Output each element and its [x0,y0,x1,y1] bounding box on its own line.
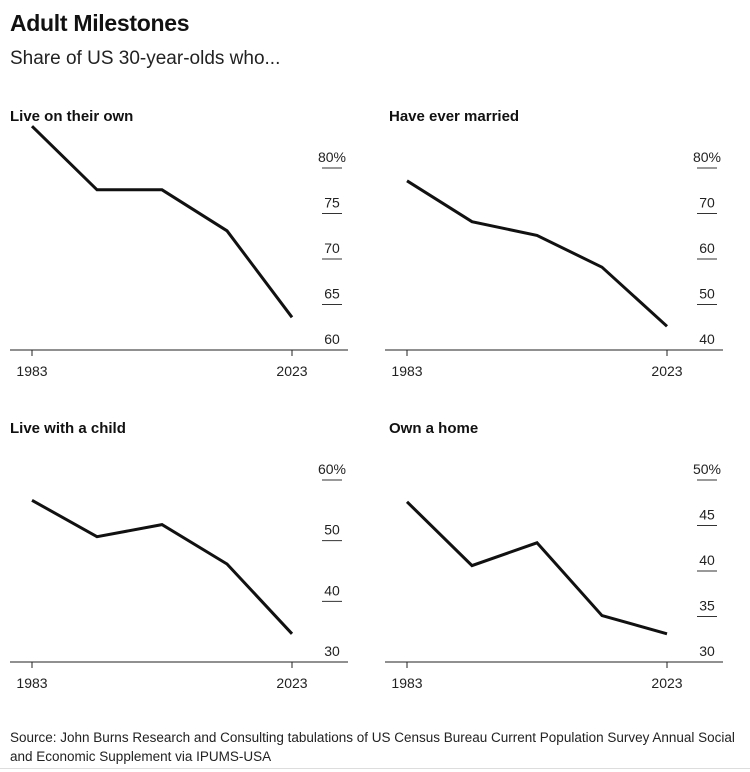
y-tick-label: 45 [699,507,715,523]
y-tick-label: 60 [699,240,715,256]
y-tick-label: 80% [318,149,346,165]
series-line [406,179,669,328]
x-tick-label: 2023 [276,675,307,691]
series-line [405,500,668,636]
line-chart-ever-married: 40 50 60 70 80% 1983 2023 [385,149,723,379]
x-tick-label: 2023 [651,363,682,379]
line-chart-own-home: 30 35 40 45 50% 1983 2023 [385,461,723,691]
y-tick-label: 35 [699,598,715,614]
x-tick-label: 1983 [391,675,422,691]
y-tick-label: 50% [693,461,721,477]
y-tick-label: 40 [699,331,715,347]
series-line [31,498,294,635]
x-tick-label: 1983 [16,363,47,379]
x-tick-label: 1983 [391,363,422,379]
x-tick-label: 2023 [651,675,682,691]
series-line [30,125,294,319]
source-note: Source: John Burns Research and Consulti… [10,730,735,764]
divider [0,768,750,769]
panel-title: Own a home [389,420,479,437]
y-tick-label: 70 [699,195,715,211]
y-tick-label: 75 [324,195,340,211]
y-tick-label: 60% [318,461,346,477]
y-tick-label: 50 [324,522,340,538]
line-chart-live-on-own: 60 65 70 75 80% 1983 2023 [10,125,348,379]
y-tick-label: 65 [324,286,340,302]
panel-title: Live with a child [10,420,126,437]
x-tick-label: 2023 [276,363,307,379]
line-chart-live-with-child: 30 40 50 60% 1983 2023 [10,461,348,691]
y-tick-label: 70 [324,240,340,256]
panel-own-home: Own a home 30 35 40 45 50% 1983 2023 [375,412,735,702]
x-tick-label: 1983 [16,675,47,691]
y-tick-label: 50 [699,286,715,302]
y-tick-label: 40 [324,582,340,598]
y-tick-label: 40 [699,552,715,568]
panel-title: Have ever married [389,108,520,125]
y-tick-label: 30 [699,643,715,659]
panel-ever-married: Have ever married 40 50 60 70 80% 1983 2023 [375,100,735,390]
y-tick-label: 60 [324,331,340,347]
panel-live-on-own: Live on their own 60 65 70 75 80% 1983 2023 [0,100,360,390]
y-tick-label: 30 [324,643,340,659]
panel-title: Live on their own [10,108,134,125]
panel-live-with-child: Live with a child 30 40 50 60% 1983 2023 [0,412,360,702]
chart-subtitle: Share of US 30-year-olds who... [10,48,281,69]
chart-title: Adult Milestones [10,10,190,36]
y-tick-label: 80% [693,149,721,165]
